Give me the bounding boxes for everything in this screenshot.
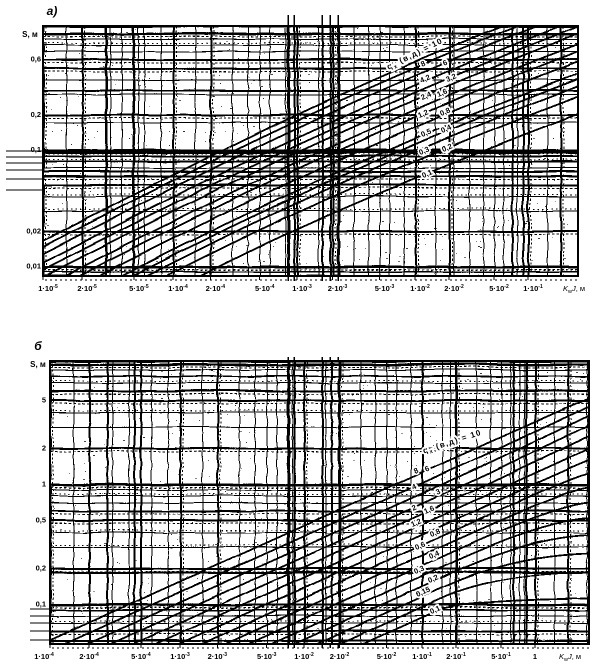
svg-text:2·10-4: 2·10-4 [79,652,99,661]
svg-text:0,02: 0,02 [26,226,41,235]
svg-text:2·10-3: 2·10-3 [208,652,228,661]
svg-text:4: 4 [410,481,418,491]
svg-text:5: 5 [42,396,46,405]
svg-text:0,1: 0,1 [36,600,46,609]
svg-text:2: 2 [42,443,46,452]
svg-text:1: 1 [42,480,46,489]
svg-text:2: 2 [410,503,417,513]
svg-text:1·10-5: 1·10-5 [38,284,58,293]
svg-text:5·10-2: 5·10-2 [489,284,509,293]
svg-text:5·10-4: 5·10-4 [255,284,275,293]
svg-text:1: 1 [533,652,537,661]
svg-text:S, м: S, м [30,360,46,369]
svg-text:2·10-2: 2·10-2 [330,652,350,661]
svg-text:3: 3 [434,487,441,497]
svg-text:KwJ, м: KwJ, м [559,652,581,663]
svg-text:0,5: 0,5 [36,516,46,525]
svg-text:5·10-5: 5·10-5 [129,284,149,293]
svg-text:0,6: 0,6 [31,54,41,63]
svg-text:5·10-2: 5·10-2 [377,652,397,661]
svg-text:0,2: 0,2 [36,563,46,572]
svg-text:1·10-3: 1·10-3 [292,284,312,293]
svg-text:6: 6 [423,464,430,474]
svg-text:2·10-2: 2·10-2 [444,284,464,293]
svg-text:5·10-1: 5·10-1 [491,652,511,661]
svg-text:2·10-4: 2·10-4 [206,284,226,293]
svg-text:2·10-3: 2·10-3 [328,284,348,293]
svg-text:б: б [34,339,42,353]
svg-text:а): а) [47,4,58,18]
svg-text:1·10-3: 1·10-3 [170,652,190,661]
svg-text:1·10-1: 1·10-1 [523,284,543,293]
svg-text:5·10-3: 5·10-3 [375,284,395,293]
svg-text:1·10-4: 1·10-4 [168,284,188,293]
svg-text:1·10-4: 1·10-4 [34,652,54,661]
svg-text:1·10-1: 1·10-1 [412,652,432,661]
svg-text:0,1: 0,1 [31,145,41,154]
svg-text:1·10-2: 1·10-2 [410,284,430,293]
svg-text:8: 8 [419,59,426,69]
svg-text:2·10-1: 2·10-1 [446,652,466,661]
svg-text:KwJ, м: KwJ, м [563,284,585,295]
svg-text:5·10-3: 5·10-3 [257,652,277,661]
svg-text:6: 6 [441,58,448,68]
svg-text:0,2: 0,2 [31,110,41,119]
svg-text:1·10-2: 1·10-2 [294,652,314,661]
svg-text:8: 8 [412,466,419,476]
svg-text:2·10-5: 2·10-5 [77,284,97,293]
svg-text:5·10-4: 5·10-4 [131,652,151,661]
svg-text:0,01: 0,01 [26,262,41,271]
svg-text:S, м: S, м [22,30,38,39]
